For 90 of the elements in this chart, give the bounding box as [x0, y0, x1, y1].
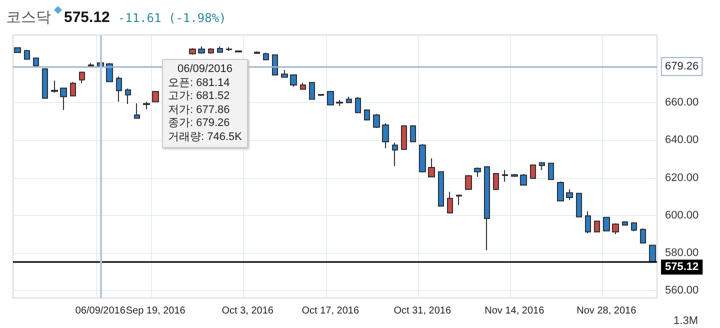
x-tick-label: Nov 14, 2016	[484, 306, 545, 316]
candlestick	[24, 50, 30, 60]
candlestick	[557, 181, 564, 202]
candlestick	[612, 222, 619, 235]
candlestick	[208, 48, 214, 54]
candlestick	[143, 101, 150, 110]
candlestick	[373, 113, 380, 128]
candlestick	[106, 62, 113, 82]
chart-subtitle: 575.12	[64, 9, 110, 26]
candlestick	[364, 108, 370, 121]
x-tick-label: Oct 31, 2016	[394, 306, 452, 316]
candlestick	[79, 71, 85, 84]
candlestick	[438, 170, 444, 208]
candlestick	[309, 81, 315, 100]
y-tick-label: 600.00	[665, 209, 699, 222]
candlestick	[152, 90, 159, 103]
y-tick-label: 660.00	[665, 96, 699, 109]
candlestick	[116, 76, 122, 102]
y-tick-label: 560.00	[665, 284, 699, 296]
candlestick	[631, 222, 637, 232]
candlestick	[300, 82, 306, 90]
candlestick	[493, 172, 499, 190]
candlestick	[51, 80, 58, 94]
candlestick	[520, 174, 527, 186]
candlestick	[42, 68, 48, 100]
candlestick	[60, 87, 67, 110]
x-tick-label: 06/09/2016	[75, 306, 126, 316]
candlestick	[217, 46, 223, 54]
candlestick	[235, 50, 242, 53]
candlestick	[585, 210, 591, 234]
annotation: 종가: 679.26	[168, 117, 231, 130]
candlestick	[576, 192, 582, 218]
candlestick	[502, 170, 508, 182]
candlestick	[484, 166, 490, 251]
text: -11.61 (-1.98%)	[118, 11, 226, 25]
annotation: 06/09/2016	[176, 63, 234, 76]
candlestick	[539, 162, 545, 171]
candlestick	[392, 142, 398, 167]
candlestick	[198, 46, 205, 54]
candlestick	[263, 52, 269, 61]
candlestick	[548, 162, 554, 180]
candlestick	[511, 174, 518, 178]
candlestick	[88, 62, 94, 67]
x-tick-label: Nov 28, 2016	[576, 306, 637, 316]
candlestick	[70, 81, 76, 97]
candlestick	[189, 48, 196, 56]
x-tick-label: Sep 19, 2016	[126, 306, 186, 316]
x-tick-label: Oct 17, 2016	[302, 306, 360, 316]
y-tick-label: 640.00	[665, 134, 699, 146]
candlestick	[401, 124, 407, 150]
ref-line-label: 679.26	[665, 60, 699, 72]
candlestick	[566, 188, 573, 201]
candlestick	[465, 174, 472, 190]
y-tick-label: 620.00	[665, 172, 699, 184]
annotation: 거래량: 746.5K	[168, 130, 242, 144]
candlestick	[622, 221, 628, 226]
candlestick	[530, 164, 536, 180]
candlestick	[272, 54, 278, 76]
candlestick	[640, 228, 646, 244]
candlestick	[603, 216, 610, 232]
candlestick	[355, 96, 361, 114]
candlestick	[318, 94, 324, 96]
annotation: 고가: 681.52	[168, 90, 231, 104]
text: 1.3M	[674, 315, 698, 327]
candlestick	[419, 143, 426, 174]
candlestick	[594, 220, 600, 233]
annotation: 저가: 677.86	[168, 104, 231, 117]
candlestick	[447, 191, 453, 214]
candlestick	[254, 50, 260, 54]
y-tick-label: 580.00	[665, 246, 699, 259]
candlestick	[456, 194, 462, 206]
candlestick	[336, 100, 343, 107]
candlestick	[290, 74, 297, 88]
candlestick	[428, 158, 435, 178]
candlestick	[649, 244, 656, 263]
annotation: 오픈: 681.14	[168, 76, 231, 90]
candlestick	[14, 46, 21, 54]
candlestick	[474, 166, 481, 178]
candlestick	[382, 122, 389, 149]
candlestick	[327, 90, 334, 106]
x-tick-label: Oct 3, 2016	[222, 306, 274, 316]
candlestick	[281, 69, 288, 78]
ref-line-label: 575.12	[665, 261, 699, 274]
chart-title: 코스닥	[6, 9, 51, 26]
candlestick	[346, 96, 352, 104]
candlestick	[125, 88, 131, 104]
candlestick	[226, 46, 232, 52]
candlestick	[410, 124, 416, 143]
candlestick	[33, 57, 39, 68]
candlestick	[134, 102, 140, 120]
